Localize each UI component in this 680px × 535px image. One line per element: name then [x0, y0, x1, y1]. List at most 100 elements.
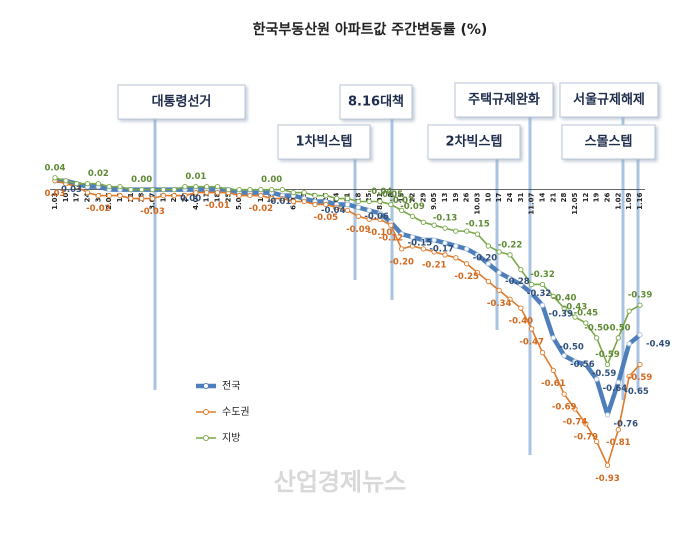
data-point: [604, 412, 611, 418]
annotation-box: [339, 84, 413, 120]
data-point: [301, 198, 307, 205]
data-label: -0.65: [624, 387, 649, 397]
data-point: [399, 246, 405, 252]
data-label: 0.02: [88, 169, 109, 179]
data-label: -0.05: [379, 190, 404, 200]
x-tick-label: 11: [203, 193, 211, 203]
data-point: [442, 252, 448, 258]
data-point: [399, 207, 405, 214]
data-label: -0.39: [628, 291, 653, 301]
data-point: [626, 308, 632, 314]
x-tick-label: 10: [484, 193, 492, 203]
data-point: [247, 186, 253, 193]
data-point: [572, 314, 578, 320]
data-point: [204, 189, 210, 196]
x-tick-label: 4.04: [192, 193, 200, 210]
data-label: -0.93: [595, 474, 620, 484]
data-label: -0.74: [563, 417, 588, 427]
data-point: [106, 192, 112, 199]
x-tick-label: 24: [506, 193, 514, 203]
data-label: -0.56: [570, 360, 595, 370]
x-tick-label: 25: [224, 193, 232, 203]
data-point: [204, 184, 210, 190]
data-point: [626, 341, 632, 347]
chart-title: 한국부동산원 아파트값 주간변동률 (%): [253, 21, 488, 38]
data-point: [431, 249, 437, 255]
data-point: [74, 181, 80, 187]
data-point: [637, 302, 643, 308]
data-point: [572, 358, 578, 365]
x-tick-label: 11.07: [528, 193, 536, 215]
data-label: -0.32: [527, 289, 552, 299]
x-tick-label: 28: [560, 193, 568, 203]
data-label: -0.40: [509, 317, 534, 327]
data-point: [474, 269, 481, 276]
legend-marker: [203, 383, 209, 389]
data-point: [355, 204, 361, 211]
data-point: [550, 367, 556, 374]
data-point: [377, 216, 383, 222]
data-point: [149, 186, 156, 193]
data-label: 0.03: [45, 189, 66, 199]
data-point: [561, 352, 567, 359]
data-label: -0.69: [552, 403, 577, 413]
data-point: [279, 186, 286, 193]
data-point: [594, 335, 600, 341]
x-tick-label: 29: [419, 193, 427, 203]
data-point: [312, 201, 318, 208]
data-label: -0.49: [646, 339, 671, 349]
x-tick-label: 8: [387, 193, 395, 198]
data-point: [117, 184, 123, 190]
x-tick-label: 10: [62, 193, 70, 203]
data-point: [474, 231, 481, 237]
data-label: -0.34: [487, 299, 512, 309]
annotation-box: [427, 124, 521, 160]
data-label: -0.45: [574, 309, 599, 319]
data-point: [193, 189, 199, 196]
data-point: [128, 186, 134, 193]
data-label: -0.15: [465, 220, 490, 230]
data-point: [431, 237, 437, 243]
data-point: [496, 269, 502, 276]
data-point: [561, 391, 567, 397]
data-label: -0.09: [346, 225, 371, 235]
data-point: [106, 184, 112, 190]
data-label: -0.04: [368, 187, 393, 197]
data-point: [442, 240, 448, 246]
data-point: [507, 275, 513, 282]
data-point: [496, 287, 502, 294]
data-label: -0.01: [205, 201, 230, 211]
x-tick-label: 18: [354, 193, 362, 203]
data-point: [583, 320, 589, 326]
data-point: [539, 302, 546, 308]
data-label: -0.50: [606, 323, 631, 333]
data-label: -0.20: [389, 257, 414, 267]
data-point: [485, 243, 491, 249]
data-point: [344, 207, 351, 214]
data-label: -0.39: [549, 310, 574, 320]
x-tick-label: 7.04: [333, 193, 341, 210]
data-point: [550, 293, 556, 299]
data-label: -0.02: [86, 204, 111, 214]
data-point: [442, 225, 448, 231]
x-tick-label: 2.07: [105, 193, 113, 210]
data-point: [529, 290, 535, 297]
data-label: -0.59: [595, 350, 620, 360]
data-point: [312, 192, 318, 199]
data-label: -0.04: [321, 206, 346, 216]
data-point: [420, 246, 426, 252]
annotation-box: [117, 84, 246, 120]
data-label: 0.03: [61, 185, 82, 195]
data-label: 0.00: [180, 194, 201, 204]
data-point: [301, 189, 307, 196]
series-line: [54, 179, 641, 467]
x-tick-label: 25: [365, 193, 373, 203]
x-tick-label: 3.07: [149, 193, 157, 210]
data-point: [453, 255, 459, 261]
data-point: [139, 186, 145, 193]
data-label: -0.40: [552, 294, 577, 304]
data-point: [344, 201, 351, 208]
annotation-box: [454, 82, 554, 118]
data-point: [474, 252, 481, 258]
